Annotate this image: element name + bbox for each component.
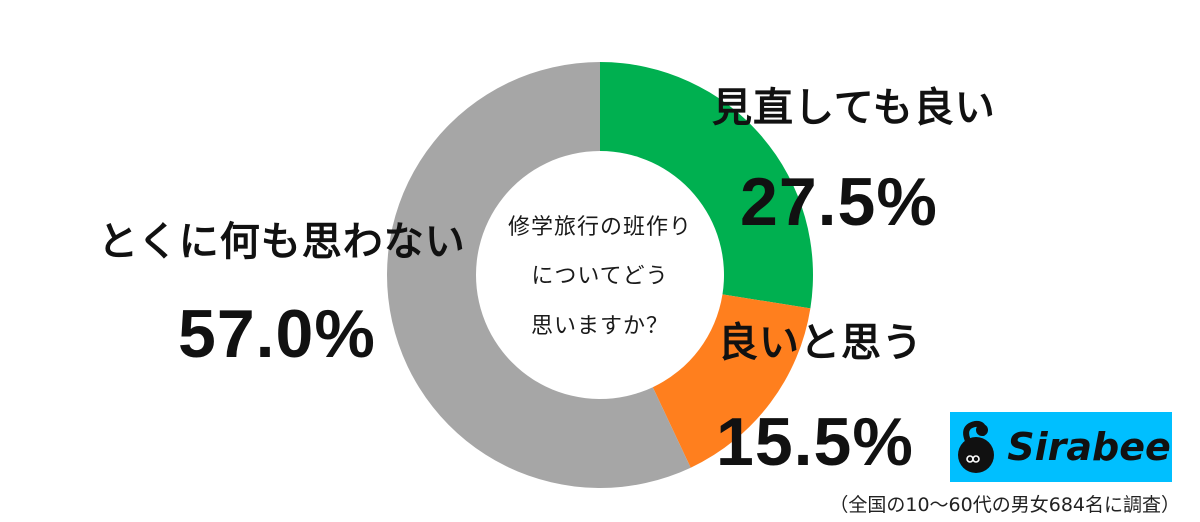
- label-good-category: 良いと思う: [718, 320, 923, 366]
- label-nothing-category: とくに何も思わない: [98, 219, 466, 265]
- logo-text: Sirabee: [1007, 425, 1171, 469]
- survey-footnote: （全国の10〜60代の男女684名に調査）: [829, 494, 1180, 516]
- sirabee-logo: Sirabee: [950, 412, 1172, 482]
- segment-reconsider: [600, 62, 813, 309]
- sirabee-mascot-icon: [958, 420, 995, 473]
- center-question-line-3: 思いますか？: [530, 314, 669, 339]
- label-good-percent: 15.5%: [716, 404, 914, 480]
- segment-nothing: [387, 62, 691, 488]
- label-reconsider-percent: 27.5%: [740, 164, 938, 240]
- segment-good: [652, 294, 811, 468]
- label-nothing-percent: 57.0%: [178, 296, 376, 372]
- center-question-line-1: 修学旅行の班作り: [507, 215, 692, 240]
- center-question-line-2: についてどう: [531, 264, 669, 289]
- label-reconsider-category: 見直しても良い: [712, 85, 996, 131]
